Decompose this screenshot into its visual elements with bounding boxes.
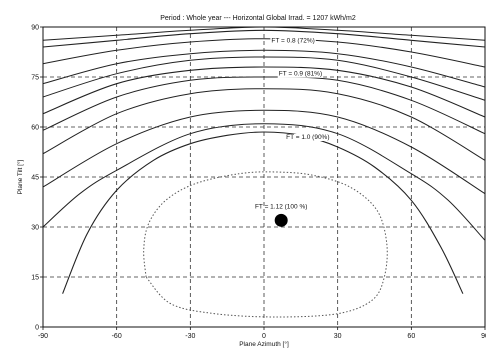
contour-line bbox=[42, 49, 486, 88]
contour-line bbox=[42, 38, 486, 68]
contour-line bbox=[42, 76, 486, 135]
x-tick-label: 30 bbox=[334, 333, 342, 340]
y-axis-label: Plane Tilt [°] bbox=[16, 159, 24, 194]
x-tick-label: 60 bbox=[407, 333, 415, 340]
y-tick-label: 60 bbox=[31, 125, 39, 132]
x-axis-label: Plane Azimuth [°] bbox=[239, 340, 289, 348]
contour-label-bg bbox=[285, 134, 331, 141]
contour-line-labeled bbox=[42, 66, 486, 118]
contour-label-bg bbox=[277, 70, 324, 78]
contour-lines bbox=[42, 26, 486, 318]
contour-line-dotted bbox=[143, 171, 388, 318]
contour-label: FT = 0.8 (72%) bbox=[271, 37, 314, 44]
contour-labels: FT = 0.8 (72%) FT = 0.9 (81%) FT = 1.0 (90… bbox=[270, 37, 331, 141]
contour-line bbox=[42, 56, 486, 101]
contour-line bbox=[42, 88, 486, 161]
contour-label: FT = 0.9 (81%) bbox=[279, 71, 322, 78]
y-tick-label: 30 bbox=[31, 225, 39, 232]
x-tick-label: 90 bbox=[481, 333, 486, 340]
optimum-point-group: FT = 1.12 (100 %) bbox=[255, 203, 307, 227]
x-tick-label: -90 bbox=[38, 333, 48, 340]
optimum-point bbox=[274, 213, 288, 227]
optimum-label: FT = 1.12 (100 %) bbox=[255, 203, 307, 210]
x-tick-label: -30 bbox=[185, 333, 195, 340]
chart-title: Period : Whole year --- Horizontal Globa… bbox=[160, 15, 356, 22]
contour-label: FT = 1.0 (90%) bbox=[286, 134, 329, 141]
y-tick-label: 15 bbox=[31, 275, 39, 282]
contour-line bbox=[42, 109, 486, 195]
contour-line-labeled bbox=[42, 29, 486, 48]
x-tick-label: 0 bbox=[262, 333, 266, 340]
y-axis-ticks: 0 15 30 45 60 75 90 bbox=[31, 25, 43, 332]
y-tick-label: 75 bbox=[31, 75, 39, 82]
contour-line bbox=[42, 123, 486, 241]
y-tick-label: 45 bbox=[31, 175, 39, 182]
y-tick-label: 90 bbox=[31, 25, 39, 32]
y-tick-label: 0 bbox=[35, 325, 39, 332]
x-axis-ticks: -90 -60 -30 0 30 60 90 bbox=[38, 327, 486, 340]
x-tick-label: -60 bbox=[112, 333, 122, 340]
contour-line-labeled bbox=[62, 131, 464, 294]
contour-label-bg bbox=[270, 37, 316, 45]
